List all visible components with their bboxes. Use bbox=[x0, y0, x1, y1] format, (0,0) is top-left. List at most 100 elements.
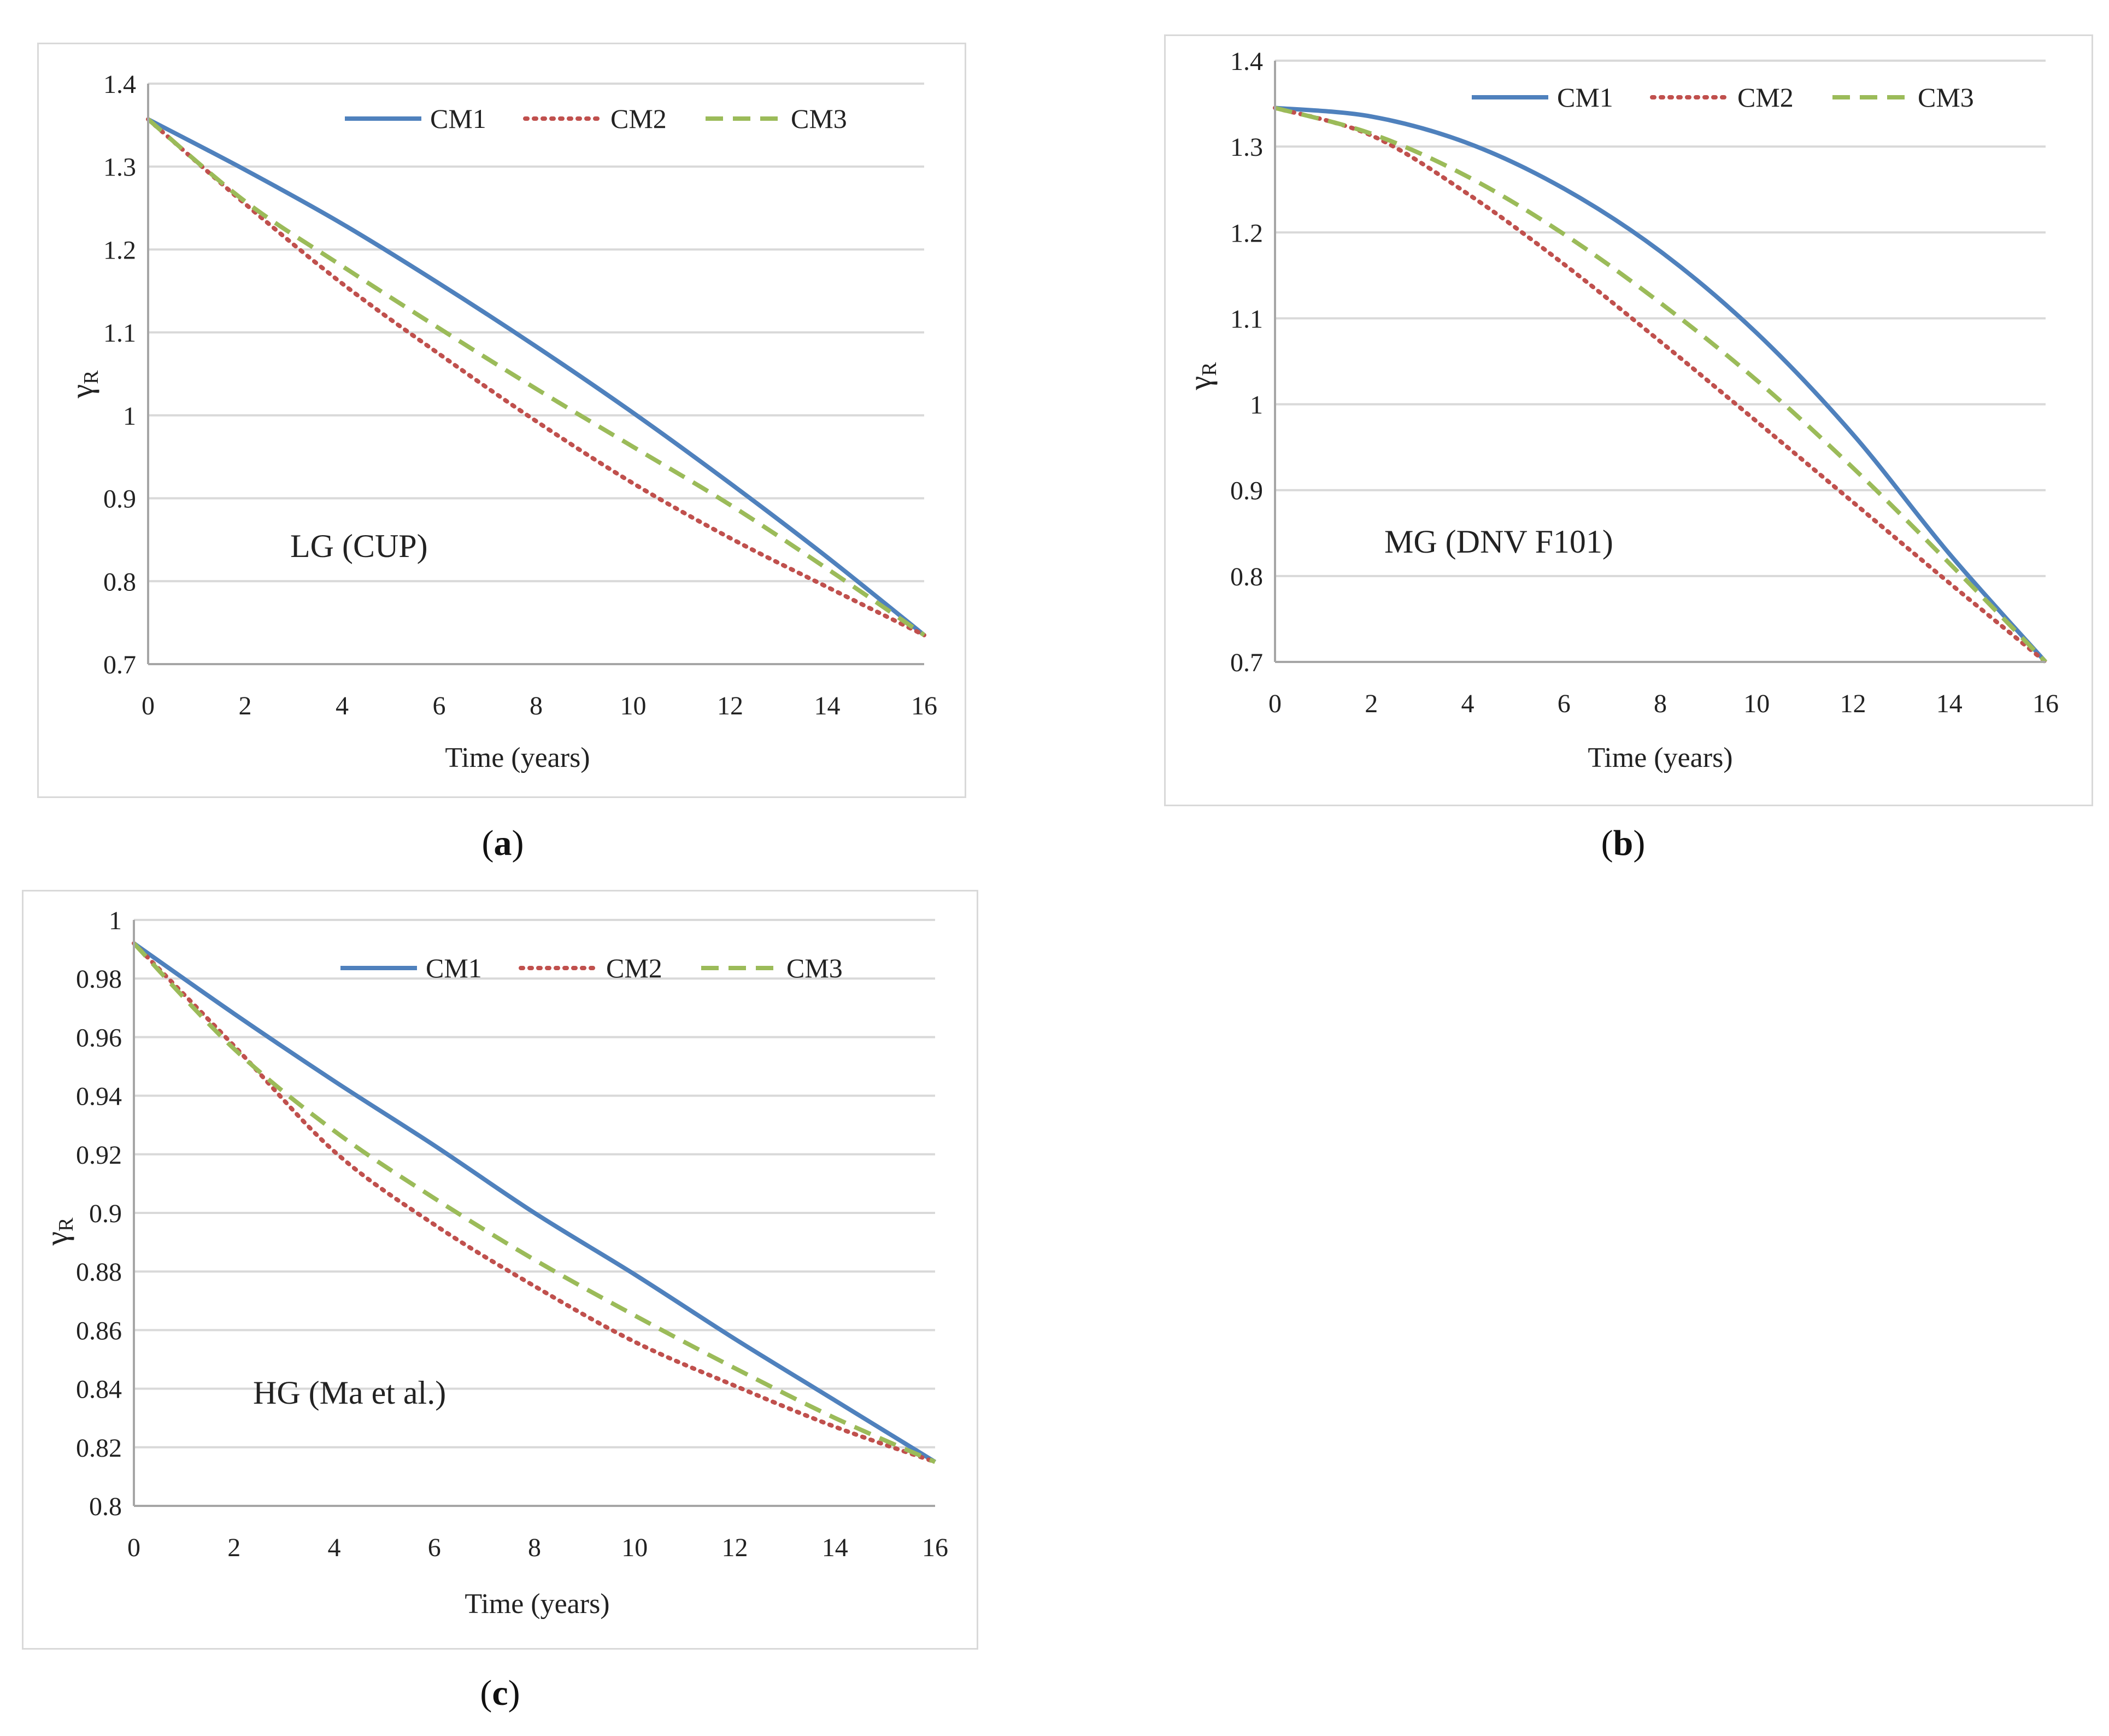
chart-c-series bbox=[132, 941, 937, 1464]
x-tick-label: 4 bbox=[336, 691, 349, 720]
caption-b: (b) bbox=[1601, 823, 1646, 863]
y-tick-label: 1.1 bbox=[1230, 304, 1263, 333]
y-tick-label: 0.8 bbox=[1230, 562, 1263, 591]
x-tick-label: 8 bbox=[530, 691, 543, 720]
series-line-cm2 bbox=[1273, 105, 2048, 664]
legend-label-cm3: CM3 bbox=[786, 953, 843, 983]
x-tick-label: 0 bbox=[127, 1533, 140, 1562]
chart-a-x-axis-label: Time (years) bbox=[445, 742, 590, 773]
chart-b-annotation: MG (DNV F101) bbox=[1384, 524, 1613, 560]
x-tick-label: 12 bbox=[717, 691, 743, 720]
chart-c-x-axis-label: Time (years) bbox=[465, 1588, 609, 1620]
chart-b-legend: CM1 CM2 CM3 bbox=[1472, 82, 1974, 113]
x-tick-label: 10 bbox=[1743, 689, 1770, 718]
x-tick-label: 6 bbox=[1558, 689, 1571, 718]
x-tick-label: 2 bbox=[227, 1533, 240, 1562]
x-tick-label: 6 bbox=[433, 691, 446, 720]
y-tick-label: 0.86 bbox=[76, 1316, 122, 1345]
legend-label-cm2: CM2 bbox=[610, 103, 667, 134]
y-tick-label: 1 bbox=[109, 906, 122, 935]
x-tick-label: 16 bbox=[2032, 689, 2059, 718]
y-tick-label: 0.8 bbox=[89, 1492, 122, 1521]
legend-label-cm1: CM1 bbox=[426, 953, 482, 983]
y-tick-label: 1 bbox=[1250, 391, 1263, 420]
series-line-cm1 bbox=[1274, 105, 2047, 664]
chart-c-legend: CM1 CM2 CM3 bbox=[340, 953, 843, 983]
y-tick-label: 0.82 bbox=[76, 1434, 122, 1463]
series-line-cm1 bbox=[132, 941, 937, 1464]
chart-b-y-axis-label: γR bbox=[1182, 362, 1221, 391]
x-tick-label: 8 bbox=[1654, 689, 1667, 718]
series-line-cm3 bbox=[132, 942, 936, 1464]
chart-b-svg: 0.70.80.911.11.21.31.40 2 4 6 8 10 12 14 16 CM1 C… bbox=[1182, 47, 2059, 773]
legend-label-cm1: CM1 bbox=[430, 103, 486, 134]
legend-label-cm1: CM1 bbox=[1557, 82, 1613, 113]
series-line-cm2 bbox=[146, 117, 926, 637]
chart-c-axes: 0.80.820.840.860.880.90.920.940.960.9810… bbox=[76, 906, 948, 1562]
y-tick-label: 0.94 bbox=[76, 1082, 122, 1111]
y-tick-label: 0.7 bbox=[1230, 648, 1263, 677]
legend-label-cm3: CM3 bbox=[1918, 82, 1974, 113]
x-tick-label: 16 bbox=[922, 1533, 948, 1562]
x-tick-label: 2 bbox=[239, 691, 252, 720]
chart-b-axes: 0.7 0.8 0.9 1 1.1 1.2 1.3 1.4 0 2 4 6 8 10 12 14 16 bbox=[1230, 47, 2059, 718]
x-tick-label: 10 bbox=[621, 1533, 648, 1562]
y-tick-label: 0.98 bbox=[76, 965, 122, 994]
y-tick-label: 0.8 bbox=[103, 567, 136, 596]
y-tick-label: 1.4 bbox=[103, 70, 136, 99]
y-tick-label: 0.92 bbox=[76, 1141, 122, 1170]
x-tick-label: 8 bbox=[528, 1533, 541, 1562]
legend-label-cm2: CM2 bbox=[1737, 82, 1794, 113]
y-tick-label: 1.3 bbox=[103, 153, 136, 182]
y-tick-label: 0.9 bbox=[89, 1199, 122, 1228]
y-tick-label: 0.7 bbox=[103, 650, 136, 679]
chart-a-gridlines bbox=[148, 83, 924, 583]
y-tick-label: 0.88 bbox=[76, 1258, 122, 1287]
chart-panel-c: 0.8 0.82 0.84 0.86 0.88 0.9 0.92 0.94 0.96 0.98 1 0… bbox=[22, 890, 978, 1650]
x-tick-label: 14 bbox=[814, 691, 841, 720]
x-tick-label: 4 bbox=[1461, 689, 1474, 718]
chart-panel-a: 0.7 0.8 0.9 1 1.1 1.2 1.3 1.4 0 2 4 6 8 10 12 14 16 CM1 C… bbox=[37, 43, 966, 798]
chart-b-gridlines bbox=[1275, 60, 2046, 577]
y-tick-label: 1.4 bbox=[1230, 47, 1263, 76]
series-line-cm1 bbox=[147, 117, 926, 637]
y-tick-label: 1.1 bbox=[103, 319, 136, 348]
chart-a-y-axis-label: γR bbox=[64, 370, 103, 399]
chart-panel-b: 0.7 0.8 0.9 1 1.1 1.2 1.3 1.4 0 2 4 6 8 10 12 14 16 CM1 C… bbox=[1164, 34, 2093, 806]
legend-label-cm2: CM2 bbox=[606, 953, 662, 983]
y-tick-label: 1.2 bbox=[103, 236, 136, 265]
chart-a-svg: 0.70.80.911.11.21.31.40 2 4 6 8 10 12 14 16 CM1 C… bbox=[64, 70, 937, 773]
x-tick-label: 0 bbox=[142, 691, 155, 720]
chart-a-legend: CM1 CM2 CM3 bbox=[345, 103, 847, 134]
chart-c-y-axis-label: γR bbox=[39, 1217, 78, 1246]
chart-c-annotation: HG (Ma et al.) bbox=[253, 1375, 446, 1411]
y-tick-label: 0.9 bbox=[103, 485, 136, 514]
x-tick-label: 16 bbox=[911, 691, 937, 720]
x-tick-label: 4 bbox=[328, 1533, 341, 1562]
chart-c-svg: 0.80.820.840.860.880.90.920.940.960.9810… bbox=[39, 906, 948, 1620]
series-line-cm2 bbox=[132, 941, 937, 1464]
chart-c-gridlines bbox=[134, 919, 935, 1448]
chart-a-annotation: LG (CUP) bbox=[290, 528, 428, 564]
chart-b-x-axis-label: Time (years) bbox=[1588, 742, 1732, 773]
chart-b-series bbox=[1273, 105, 2048, 664]
x-tick-label: 14 bbox=[1936, 689, 1963, 718]
chart-a-axes: 0.7 0.8 0.9 1 1.1 1.2 1.3 1.4 0 2 4 6 8 10 12 14 16 bbox=[103, 70, 937, 720]
series-line-cm3 bbox=[146, 118, 926, 637]
series-line-cm3 bbox=[1274, 105, 2047, 664]
chart-a-series bbox=[146, 117, 926, 637]
x-tick-label: 6 bbox=[428, 1533, 441, 1562]
x-tick-label: 14 bbox=[822, 1533, 848, 1562]
y-tick-label: 1.3 bbox=[1230, 133, 1263, 162]
y-tick-label: 0.96 bbox=[76, 1023, 122, 1052]
y-tick-label: 0.9 bbox=[1230, 477, 1263, 506]
caption-c: (c) bbox=[480, 1673, 520, 1713]
caption-a: (a) bbox=[481, 823, 524, 863]
x-tick-label: 12 bbox=[1840, 689, 1866, 718]
x-tick-label: 0 bbox=[1268, 689, 1282, 718]
y-tick-label: 0.84 bbox=[76, 1375, 122, 1404]
legend-label-cm3: CM3 bbox=[791, 103, 847, 134]
y-tick-label: 1 bbox=[123, 402, 136, 431]
x-tick-label: 2 bbox=[1365, 689, 1378, 718]
x-tick-label: 12 bbox=[722, 1533, 748, 1562]
